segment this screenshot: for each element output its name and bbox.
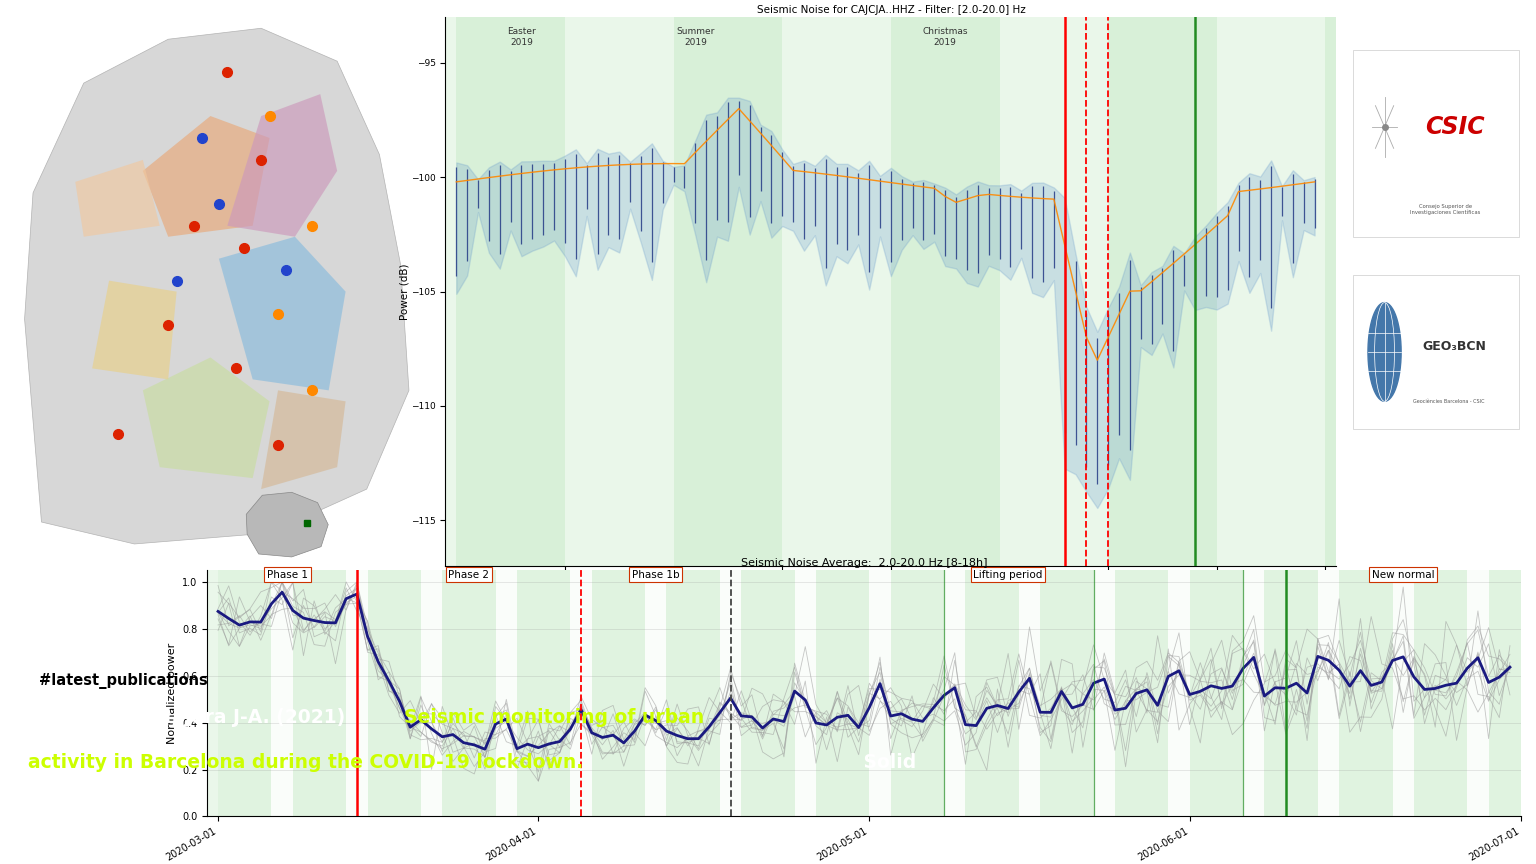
- Bar: [1000, 17, 1107, 566]
- Bar: [272, 570, 293, 816]
- Bar: [1339, 570, 1393, 816]
- Bar: [645, 570, 667, 816]
- Polygon shape: [75, 160, 160, 237]
- Text: Phase 1b: Phase 1b: [631, 569, 679, 580]
- Bar: [570, 570, 591, 816]
- Bar: [891, 570, 945, 816]
- Text: Solid: Solid: [857, 753, 917, 772]
- Text: Phase 1: Phase 1: [267, 569, 307, 580]
- Bar: [1413, 570, 1467, 816]
- Title: Seismic Noise for CAJCJA..HHZ - Filter: [2.0-20.0] Hz: Seismic Noise for CAJCJA..HHZ - Filter: …: [757, 5, 1025, 15]
- Text: activity in Barcelona during the COVID-19 lockdown.: activity in Barcelona during the COVID-1…: [28, 753, 582, 772]
- Bar: [1107, 17, 1217, 566]
- Text: #latest_publications: #latest_publications: [38, 673, 207, 689]
- Bar: [1094, 570, 1115, 816]
- Bar: [1243, 570, 1264, 816]
- Bar: [367, 570, 421, 816]
- Polygon shape: [220, 237, 346, 391]
- Bar: [346, 570, 367, 816]
- Bar: [1190, 570, 1243, 816]
- Bar: [674, 17, 782, 566]
- Bar: [456, 17, 565, 566]
- Text: Geociències Barcelona - CSIC: Geociències Barcelona - CSIC: [1413, 399, 1485, 403]
- Bar: [1040, 570, 1094, 816]
- Bar: [1169, 570, 1190, 816]
- Text: Christmas
2019: Christmas 2019: [923, 28, 968, 47]
- Bar: [1326, 17, 1435, 566]
- Polygon shape: [25, 29, 409, 544]
- Text: Diaz J, Ruiz M, Jara J-A. (2021): Diaz J, Ruiz M, Jara J-A. (2021): [28, 708, 352, 727]
- Bar: [667, 570, 720, 816]
- Bar: [720, 570, 742, 816]
- Bar: [565, 17, 674, 566]
- Bar: [966, 570, 1018, 816]
- Title: Seismic Noise Average:  2.0-20.0 Hz [8-18h]: Seismic Noise Average: 2.0-20.0 Hz [8-18…: [740, 558, 988, 568]
- Polygon shape: [261, 391, 346, 489]
- Bar: [1488, 570, 1521, 816]
- Text: Summer
2019: Summer 2019: [676, 28, 714, 47]
- Bar: [945, 570, 966, 816]
- Bar: [591, 570, 645, 816]
- Polygon shape: [143, 116, 270, 237]
- Bar: [782, 17, 891, 566]
- Y-axis label: Power (dB): Power (dB): [399, 264, 410, 320]
- Bar: [1318, 570, 1339, 816]
- Bar: [421, 570, 442, 816]
- Bar: [1018, 570, 1040, 816]
- Bar: [1217, 17, 1326, 566]
- Bar: [869, 570, 891, 816]
- Text: CSIC: CSIC: [1425, 115, 1484, 139]
- Bar: [1393, 570, 1413, 816]
- Polygon shape: [246, 492, 329, 557]
- Bar: [218, 570, 272, 816]
- Polygon shape: [92, 281, 177, 379]
- Bar: [1115, 570, 1169, 816]
- Bar: [1264, 570, 1318, 816]
- Text: New normal: New normal: [1372, 569, 1435, 580]
- Bar: [442, 570, 496, 816]
- Bar: [794, 570, 816, 816]
- Text: Seismic monitoring of urban: Seismic monitoring of urban: [404, 708, 703, 727]
- Bar: [293, 570, 346, 816]
- Bar: [518, 570, 570, 816]
- Text: Phase 2: Phase 2: [449, 569, 490, 580]
- Polygon shape: [227, 94, 338, 237]
- Text: Lifting period: Lifting period: [974, 569, 1043, 580]
- Polygon shape: [143, 358, 270, 478]
- Polygon shape: [1369, 302, 1401, 401]
- FancyBboxPatch shape: [1353, 50, 1519, 237]
- Bar: [742, 570, 794, 816]
- Text: Earth.: Earth.: [28, 797, 92, 816]
- Text: Consejo Superior de
Investigaciones Científicas: Consejo Superior de Investigaciones Cien…: [1410, 204, 1481, 215]
- Text: Easter
2019: Easter 2019: [507, 28, 536, 47]
- Bar: [1467, 570, 1488, 816]
- FancyBboxPatch shape: [1353, 275, 1519, 429]
- Text: GEO₃BCN: GEO₃BCN: [1422, 340, 1487, 353]
- Bar: [496, 570, 518, 816]
- Y-axis label: Normalized power: Normalized power: [167, 643, 177, 744]
- Bar: [816, 570, 869, 816]
- Bar: [891, 17, 1000, 566]
